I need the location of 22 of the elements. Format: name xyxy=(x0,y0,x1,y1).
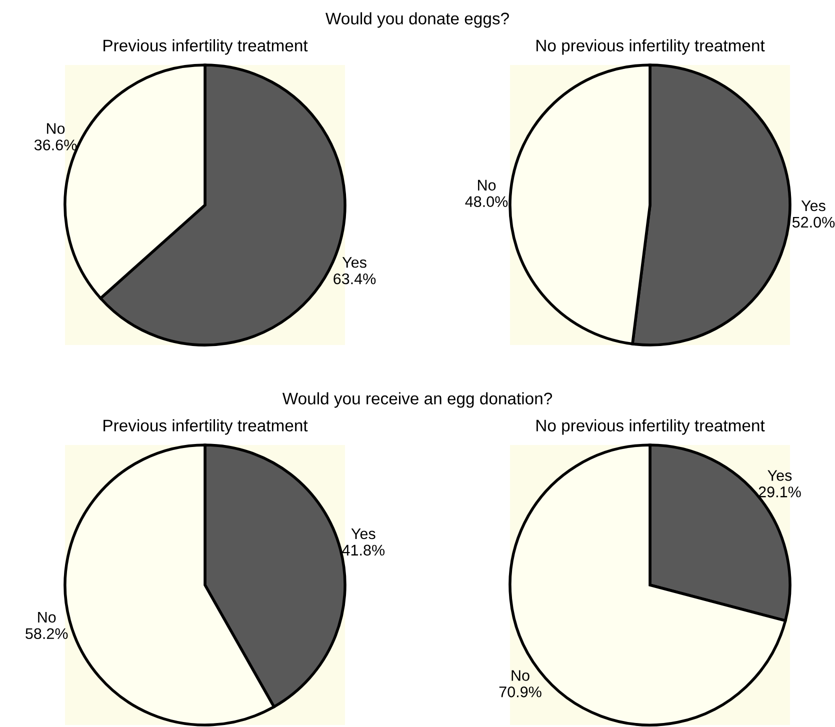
slice-label: No xyxy=(512,670,530,681)
slice-label: No xyxy=(46,123,65,134)
slice-label: Yes xyxy=(342,257,366,268)
data-label: 63.4% xyxy=(334,273,376,284)
data-label: 52.0% xyxy=(792,216,835,228)
slice-label: Yes xyxy=(351,528,376,540)
data-label: 29.1% xyxy=(758,486,801,498)
chart-subtitle: Previous infertility treatment xyxy=(104,39,308,55)
chart-subtitle: No previous infertility treatment xyxy=(536,39,765,55)
chart-subtitle: No previous infertility treatment xyxy=(536,419,765,435)
data-label: 70.9% xyxy=(499,686,542,698)
data-label: 48.0% xyxy=(465,196,508,208)
chart-subtitle: Previous infertility treatment xyxy=(104,419,308,435)
data-label: 58.2% xyxy=(26,628,68,640)
slice-label: Yes xyxy=(801,200,826,212)
data-label: 41.8% xyxy=(342,544,385,556)
text: Would you donate eggs? xyxy=(326,12,509,28)
slice-label: Yes xyxy=(768,470,792,481)
slice-label: No xyxy=(478,180,496,191)
data-label: 36.6% xyxy=(34,140,77,150)
slice-label: No xyxy=(38,612,56,623)
chart-title: Would you receive an egg donation? xyxy=(282,392,552,408)
